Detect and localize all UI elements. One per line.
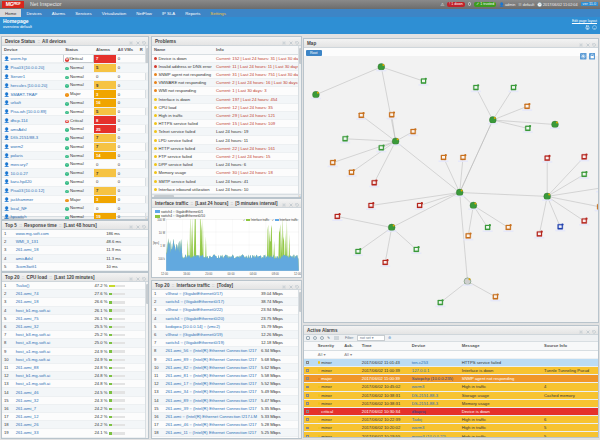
svg-text:?: ?: [594, 27, 596, 29]
